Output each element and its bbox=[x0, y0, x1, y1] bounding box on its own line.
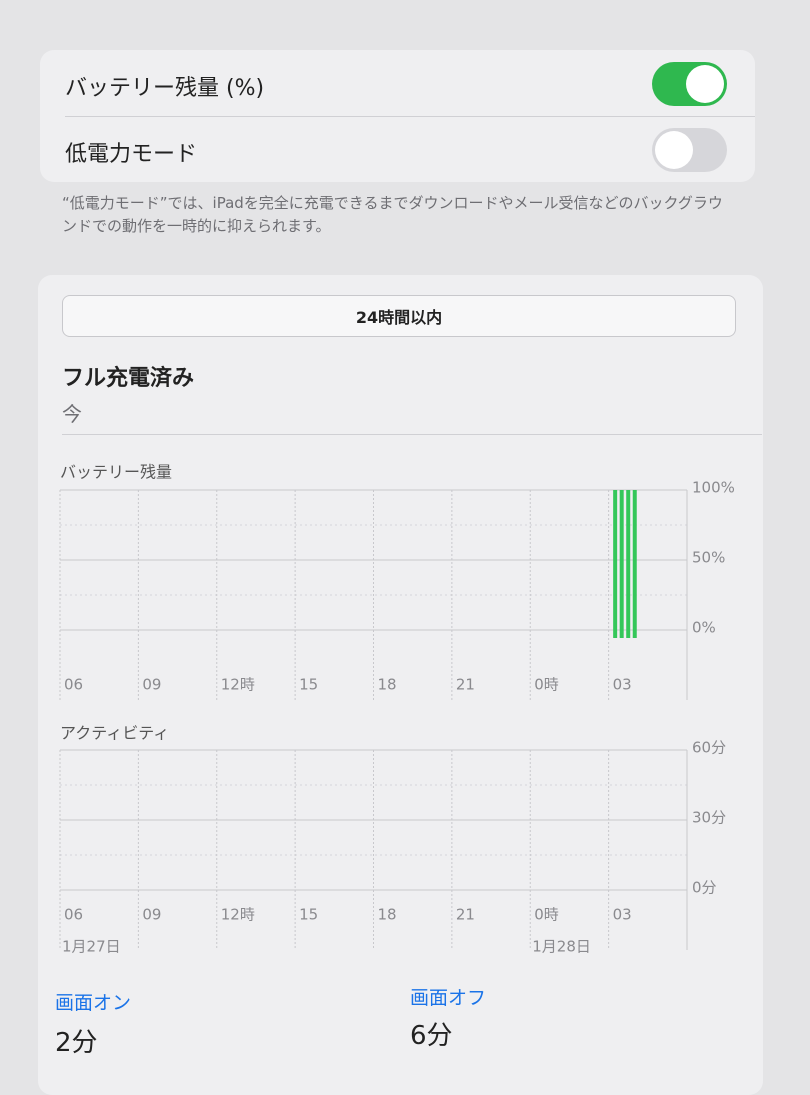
divider bbox=[62, 434, 762, 435]
x-tick-label: 06 bbox=[64, 906, 83, 924]
x-tick-label: 0時 bbox=[534, 676, 559, 694]
toggle-knob bbox=[655, 131, 693, 169]
status-time: 今 bbox=[62, 402, 82, 426]
bar bbox=[613, 490, 618, 638]
toggle[interactable] bbox=[652, 62, 727, 106]
x-tick-label: 12時 bbox=[221, 906, 255, 924]
y-tick-label: 0分 bbox=[692, 879, 717, 897]
x-tick-label: 03 bbox=[613, 676, 632, 694]
y-tick-label: 50% bbox=[692, 549, 725, 567]
y-tick-label: 100% bbox=[692, 479, 735, 497]
chart-title: バッテリー残量 bbox=[60, 463, 172, 482]
toggle-knob bbox=[686, 65, 724, 103]
divider bbox=[65, 116, 755, 117]
screen-on-label: 画面オン bbox=[55, 992, 132, 1014]
x-tick-label: 21 bbox=[456, 676, 475, 694]
footer-note: “低電力モード”では、iPadを完全に充電できるまでダウンロードやメール受信など… bbox=[62, 194, 723, 235]
date-label: 1月28日 bbox=[532, 938, 591, 956]
toggle[interactable] bbox=[652, 128, 727, 172]
x-tick-label: 03 bbox=[613, 906, 632, 924]
x-tick-label: 0時 bbox=[534, 906, 559, 924]
x-tick-label: 12時 bbox=[221, 676, 255, 694]
screen-off-value: 6分 bbox=[410, 1021, 453, 1051]
x-tick-label: 15 bbox=[299, 906, 318, 924]
row-label: バッテリー残量 (%) bbox=[65, 76, 265, 101]
screen-off-label: 画面オフ bbox=[410, 987, 487, 1009]
x-tick-label: 09 bbox=[142, 906, 161, 924]
x-tick-label: 15 bbox=[299, 676, 318, 694]
x-tick-label: 21 bbox=[456, 906, 475, 924]
row-label: 低電力モード bbox=[65, 142, 198, 167]
usage-card bbox=[38, 275, 763, 1095]
bar bbox=[619, 490, 624, 638]
chart-title: アクティビティ bbox=[60, 724, 169, 743]
x-tick-label: 18 bbox=[378, 906, 397, 924]
bar bbox=[626, 490, 631, 638]
status-title: フル充電済み bbox=[62, 366, 195, 391]
bar bbox=[632, 490, 637, 638]
screen-on-value: 2分 bbox=[55, 1028, 98, 1058]
y-tick-label: 30分 bbox=[692, 809, 726, 827]
x-tick-label: 09 bbox=[142, 676, 161, 694]
x-tick-label: 18 bbox=[378, 676, 397, 694]
segment-button[interactable]: 24時間以内 bbox=[62, 295, 736, 337]
date-label: 1月27日 bbox=[62, 938, 121, 956]
y-tick-label: 0% bbox=[692, 619, 716, 637]
x-tick-label: 06 bbox=[64, 676, 83, 694]
y-tick-label: 60分 bbox=[692, 739, 726, 757]
